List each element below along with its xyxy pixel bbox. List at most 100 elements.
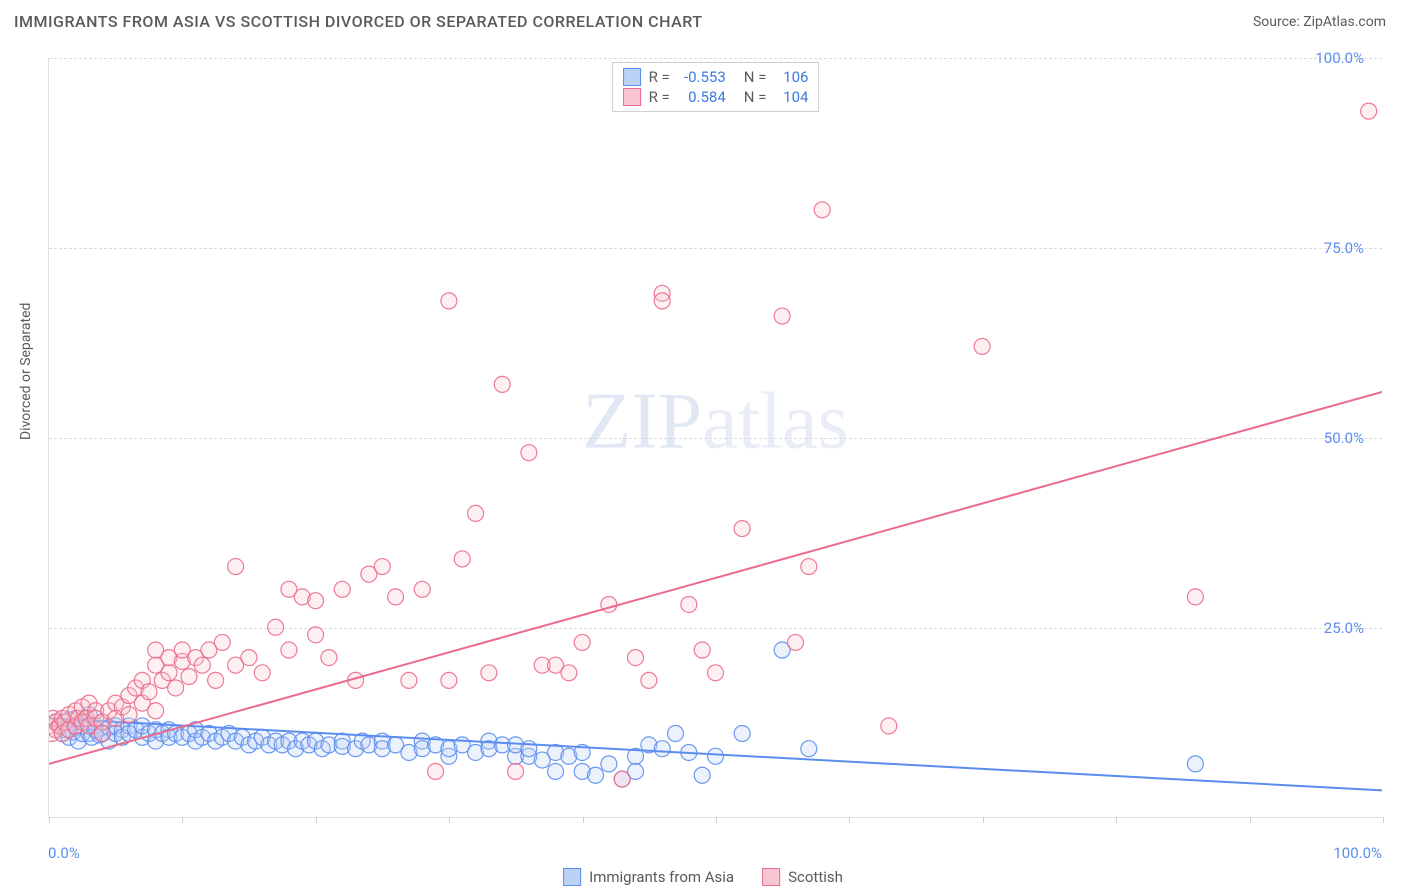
scottish-point bbox=[414, 581, 430, 597]
scottish-point bbox=[321, 650, 337, 666]
scottish-point bbox=[561, 665, 577, 681]
asia-point bbox=[694, 767, 710, 783]
chart-title: IMMIGRANTS FROM ASIA VS SCOTTISH DIVORCE… bbox=[14, 12, 702, 31]
legend-item: Scottish bbox=[762, 868, 843, 886]
scottish-point bbox=[694, 642, 710, 658]
scottish-point bbox=[454, 551, 470, 567]
n-value: 104 bbox=[770, 88, 808, 106]
legend-item: Immigrants from Asia bbox=[563, 868, 734, 886]
stats-legend-row: R =-0.553 N =106 bbox=[623, 67, 809, 87]
asia-point bbox=[601, 756, 617, 772]
scottish-point bbox=[334, 581, 350, 597]
y-axis-label: Divorced or Separated bbox=[18, 303, 34, 440]
scottish-point bbox=[161, 665, 177, 681]
x-tick bbox=[983, 817, 984, 823]
scatter-svg bbox=[49, 58, 1382, 817]
scottish-point bbox=[521, 445, 537, 461]
scottish-point bbox=[241, 650, 257, 666]
n-key: N = bbox=[744, 68, 767, 86]
scottish-point bbox=[1187, 589, 1203, 605]
scottish-point bbox=[974, 338, 990, 354]
scottish-point bbox=[814, 202, 830, 218]
scottish-point bbox=[148, 703, 164, 719]
scottish-point bbox=[214, 634, 230, 650]
x-tick bbox=[716, 817, 717, 823]
scottish-point bbox=[654, 293, 670, 309]
scottish-point bbox=[774, 308, 790, 324]
asia-point bbox=[654, 741, 670, 757]
scottish-point bbox=[281, 642, 297, 658]
asia-point bbox=[548, 763, 564, 779]
plot-area: ZIPatlas R =-0.553N =106R =0.584N =104 2… bbox=[48, 58, 1382, 818]
x-tick bbox=[1250, 817, 1251, 823]
scottish-point bbox=[374, 559, 390, 575]
scottish-point bbox=[801, 559, 817, 575]
x-tick bbox=[1116, 817, 1117, 823]
bottom-legend: Immigrants from Asia Scottish bbox=[563, 868, 843, 886]
r-value: 0.584 bbox=[674, 88, 726, 106]
asia-point bbox=[1187, 756, 1203, 772]
legend-label: Scottish bbox=[788, 868, 843, 886]
x-axis-min-label: 0.0% bbox=[48, 844, 80, 862]
scottish-point bbox=[734, 521, 750, 537]
scottish-point bbox=[628, 650, 644, 666]
asia-point bbox=[588, 767, 604, 783]
scottish-point bbox=[401, 672, 417, 688]
asia-point bbox=[801, 741, 817, 757]
legend-swatch bbox=[563, 868, 581, 886]
scottish-point bbox=[787, 634, 803, 650]
scottish-point bbox=[614, 771, 630, 787]
scottish-point bbox=[268, 619, 284, 635]
scottish-point bbox=[208, 672, 224, 688]
x-tick bbox=[182, 817, 183, 823]
x-tick bbox=[583, 817, 584, 823]
scottish-point bbox=[468, 505, 484, 521]
x-tick bbox=[1383, 817, 1384, 823]
x-tick bbox=[449, 817, 450, 823]
scottish-point bbox=[254, 665, 270, 681]
n-value: 106 bbox=[770, 68, 808, 86]
asia-trendline bbox=[49, 718, 1382, 790]
scottish-point bbox=[641, 672, 657, 688]
scottish-point bbox=[168, 680, 184, 696]
legend-swatch bbox=[762, 868, 780, 886]
scottish-trendline bbox=[49, 392, 1382, 764]
scottish-point bbox=[681, 596, 697, 612]
scottish-point bbox=[481, 665, 497, 681]
scottish-point bbox=[388, 589, 404, 605]
legend-label: Immigrants from Asia bbox=[589, 868, 734, 886]
scottish-point bbox=[708, 665, 724, 681]
scottish-point bbox=[94, 726, 110, 742]
scottish-point bbox=[1361, 103, 1377, 119]
x-axis-max-label: 100.0% bbox=[1333, 844, 1382, 862]
x-tick bbox=[849, 817, 850, 823]
scottish-point bbox=[121, 707, 137, 723]
r-key: R = bbox=[649, 68, 670, 86]
scottish-point bbox=[194, 657, 210, 673]
r-key: R = bbox=[649, 88, 670, 106]
scottish-point bbox=[494, 376, 510, 392]
scottish-point bbox=[141, 684, 157, 700]
x-tick bbox=[49, 817, 50, 823]
source-link[interactable]: ZipAtlas.com bbox=[1303, 14, 1386, 30]
scottish-point bbox=[574, 634, 590, 650]
stats-legend-box: R =-0.553 N =106 R =0.584 N =104 bbox=[612, 62, 820, 112]
legend-swatch bbox=[623, 88, 641, 106]
source-label: Source: bbox=[1253, 14, 1300, 30]
stats-legend-row: R =0.584 N =104 bbox=[623, 87, 809, 107]
r-value: -0.553 bbox=[674, 68, 726, 86]
scottish-point bbox=[308, 627, 324, 643]
scottish-point bbox=[181, 669, 197, 685]
scottish-point bbox=[441, 672, 457, 688]
scottish-point bbox=[428, 763, 444, 779]
legend-swatch bbox=[623, 68, 641, 86]
asia-point bbox=[668, 726, 684, 742]
scottish-point bbox=[228, 559, 244, 575]
scottish-point bbox=[308, 593, 324, 609]
scottish-point bbox=[881, 718, 897, 734]
scottish-point bbox=[441, 293, 457, 309]
n-key: N = bbox=[744, 88, 767, 106]
asia-point bbox=[708, 748, 724, 764]
scottish-point bbox=[508, 763, 524, 779]
x-tick bbox=[316, 817, 317, 823]
